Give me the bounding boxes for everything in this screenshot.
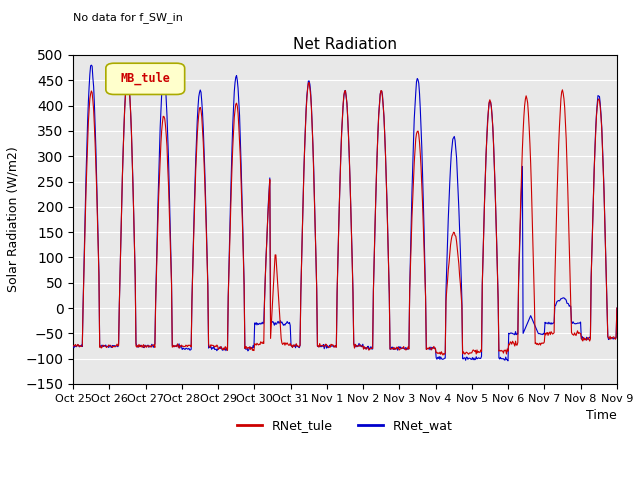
Title: Net Radiation: Net Radiation [293, 37, 397, 52]
Text: No data for f_SW_in: No data for f_SW_in [73, 12, 183, 23]
Y-axis label: Solar Radiation (W/m2): Solar Radiation (W/m2) [7, 146, 20, 292]
FancyBboxPatch shape [106, 63, 185, 95]
X-axis label: Time: Time [586, 409, 617, 422]
Text: MB_tule: MB_tule [120, 72, 170, 85]
Legend: RNet_tule, RNet_wat: RNet_tule, RNet_wat [232, 414, 458, 437]
